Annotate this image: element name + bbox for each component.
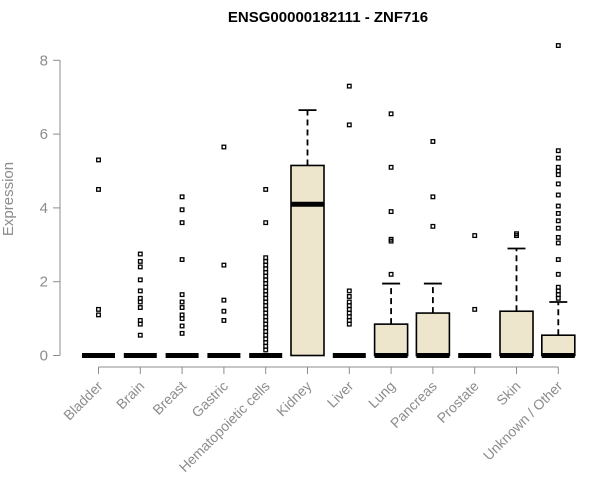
x-tick-label: Skin (493, 378, 524, 409)
x-tick-label: Kidney (273, 378, 315, 420)
outlier-point (388, 271, 394, 277)
chart-title: ENSG00000182111 - ZNF716 (228, 9, 428, 26)
outlier-point (137, 305, 143, 310)
outlier-point (263, 255, 269, 261)
outlier-point (472, 233, 478, 239)
outlier-point (96, 186, 101, 192)
outlier-point (430, 194, 436, 200)
outlier-point (137, 277, 143, 283)
outlier-point (137, 251, 143, 257)
outlier-point (430, 223, 436, 229)
outlier-point (96, 312, 101, 318)
outlier-point (346, 83, 352, 89)
outlier-point (346, 294, 352, 299)
outlier-point (555, 218, 561, 224)
outlier-point (555, 234, 561, 240)
y-axis-label: Expression (0, 162, 17, 236)
outlier-point (137, 317, 143, 323)
x-tick-label: Breast (149, 378, 189, 418)
y-tick-label: 6 (40, 126, 48, 143)
outlier-point (388, 209, 394, 215)
outlier-point (346, 122, 352, 128)
outlier-point (472, 306, 478, 312)
outlier-point (179, 257, 185, 263)
x-tick-label: Liver (324, 378, 357, 411)
outlier-point (137, 295, 143, 301)
outlier-point (221, 297, 227, 303)
box-body (290, 164, 325, 357)
box-body (499, 310, 534, 357)
x-tick-label: Brain (113, 378, 147, 412)
outlier-point (555, 43, 561, 48)
outlier-point (221, 262, 227, 268)
outlier-point (555, 225, 561, 231)
outlier-point (221, 317, 227, 323)
y-tick-label: 8 (40, 52, 48, 69)
outlier-point (555, 257, 561, 263)
x-tick-label: Unknown / Other (480, 378, 566, 464)
y-tick-label: 2 (40, 274, 48, 291)
y-tick-label: 4 (40, 200, 48, 217)
box-body (540, 334, 576, 357)
outlier-point (263, 186, 269, 192)
outlier-point (430, 139, 436, 144)
outlier-point (555, 271, 561, 277)
x-tick-label: Bladder (60, 378, 106, 424)
outlier-point (179, 323, 185, 329)
outlier-point (221, 144, 227, 150)
outlier-point (555, 240, 561, 246)
outlier-point (388, 164, 394, 170)
outlier-point (388, 111, 394, 117)
outlier-point (179, 194, 185, 200)
outlier-point (555, 210, 561, 216)
outlier-point (137, 288, 143, 294)
outlier-point (179, 207, 185, 213)
x-tick-label: Lung (365, 378, 398, 411)
outlier-point (555, 203, 561, 209)
outlier-point (137, 258, 143, 264)
outlier-point (179, 299, 185, 305)
outlier-point (555, 181, 561, 187)
outlier-point (263, 220, 269, 226)
outlier-point (555, 192, 561, 198)
outlier-point (346, 299, 352, 305)
x-tick-label: Prostate (434, 378, 482, 426)
outlier-point (221, 308, 227, 314)
outlier-point (555, 164, 561, 170)
outlier-point (179, 312, 185, 318)
outlier-point (514, 231, 519, 237)
outlier-point (555, 284, 561, 290)
outlier-point (137, 332, 143, 338)
outlier-point (179, 330, 185, 336)
outlier-point (96, 306, 101, 312)
outlier-point (346, 288, 352, 294)
outlier-point (555, 155, 561, 161)
outlier-point (179, 220, 185, 226)
outlier-point (388, 236, 394, 242)
y-tick-label: 0 (40, 348, 48, 365)
box-body (415, 312, 451, 357)
outlier-point (179, 305, 185, 310)
outlier-point (137, 264, 143, 270)
outlier-point (96, 157, 101, 163)
box-body (373, 323, 409, 357)
outlier-point (179, 292, 185, 298)
outlier-point (555, 148, 561, 154)
